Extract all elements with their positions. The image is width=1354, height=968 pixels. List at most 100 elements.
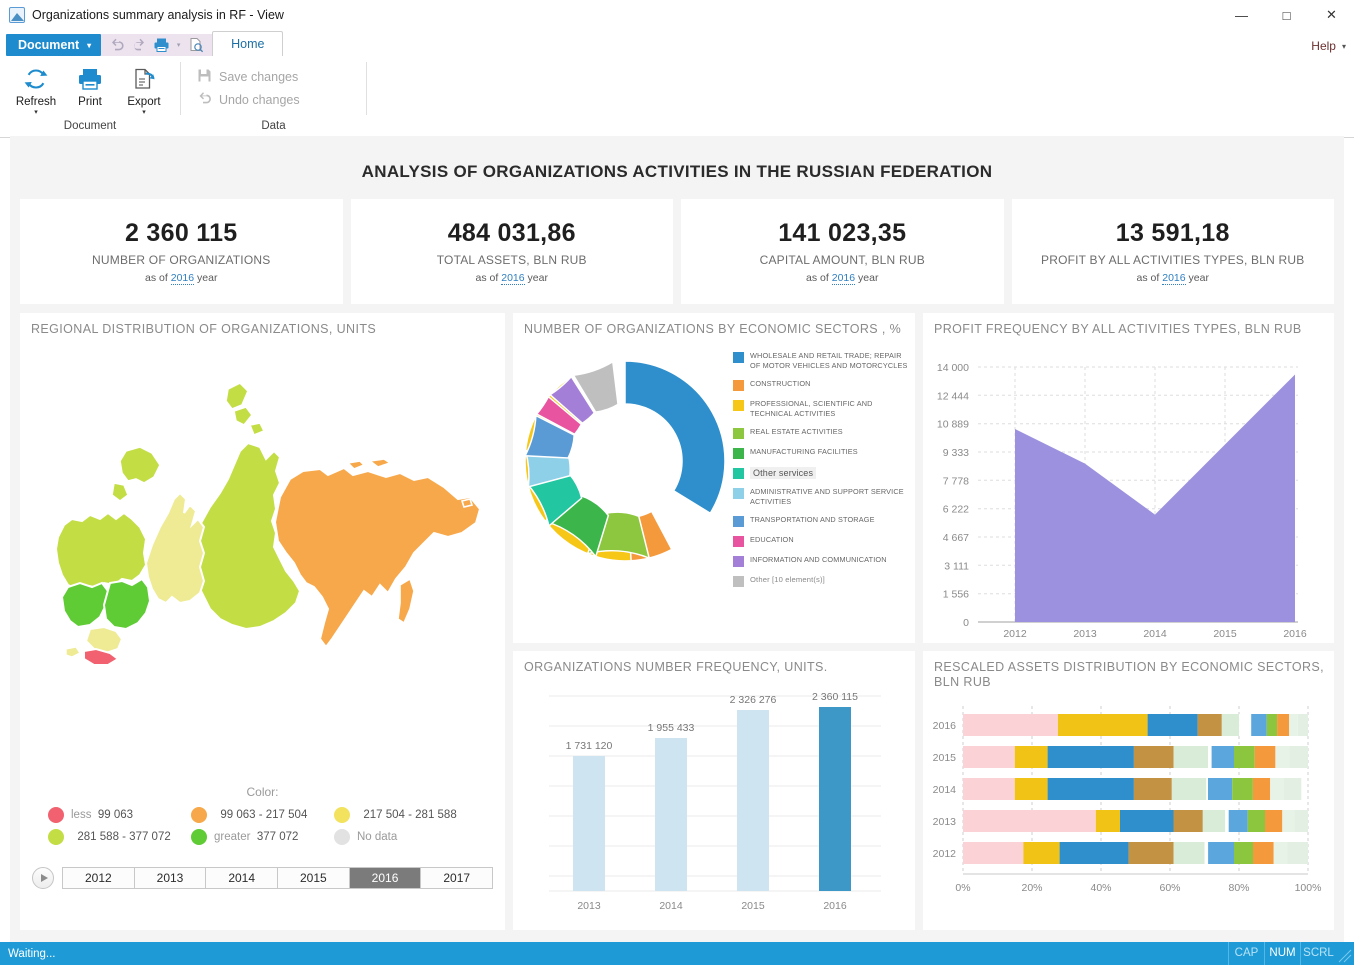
- y-tick-9333: 9 333: [943, 447, 969, 459]
- maximize-button[interactable]: □: [1264, 0, 1309, 30]
- donut-legend-item-other-services[interactable]: Other services: [733, 467, 911, 479]
- page-title: ANALYSIS OF ORGANIZATIONS ACTIVITIES IN …: [10, 136, 1344, 182]
- asof-year[interactable]: 2016: [832, 272, 855, 285]
- bar-2013[interactable]: [573, 756, 605, 891]
- ribbon: Refresh ▾ Print: [0, 56, 1354, 138]
- play-icon[interactable]: [32, 867, 54, 889]
- legend-entry[interactable]: 217 504 - 281 588: [334, 807, 477, 823]
- stacked-row-2014[interactable]: [963, 778, 1301, 800]
- legend-entry[interactable]: 281 588 - 377 072: [48, 829, 191, 845]
- export-button[interactable]: Export ▾: [118, 62, 170, 117]
- legend-color-dot: [191, 807, 207, 823]
- stacked-row-2016[interactable]: [963, 714, 1308, 736]
- panel-rescaled-assets: RESCALED ASSETS DISTRIBUTION BY ECONOMIC…: [923, 651, 1334, 930]
- russia-choropleth-map[interactable]: [28, 347, 498, 677]
- stacked-row-2015[interactable]: [963, 746, 1308, 768]
- donut-legend-item-other[interactable]: Other [10 element(s)]: [733, 575, 911, 587]
- panel-title: NUMBER OF ORGANIZATIONS BY ECONOMIC SECT…: [513, 313, 915, 337]
- y-tick-2013: 2013: [933, 816, 957, 828]
- x-tick-40: 40%: [1090, 882, 1111, 894]
- bar-2015[interactable]: [737, 710, 769, 891]
- save-changes-button[interactable]: Save changes: [191, 66, 304, 87]
- legend-color-swatch: [733, 556, 744, 567]
- x-tick-60: 60%: [1159, 882, 1180, 894]
- legend-entry[interactable]: less 99 063: [48, 807, 191, 823]
- donut-legend-item-professional[interactable]: PROFESSIONAL, SCIENTIFIC AND TECHNICAL A…: [733, 399, 911, 419]
- donut-legend-item-real-estate[interactable]: REAL ESTATE ACTIVITIES: [733, 427, 911, 439]
- chevron-down-icon[interactable]: ▾: [34, 110, 38, 115]
- year-cell-2012[interactable]: 2012: [63, 868, 135, 888]
- kpi-row: 2 360 115 NUMBER OF ORGANIZATIONS as of …: [10, 182, 1344, 304]
- refresh-button[interactable]: Refresh ▾: [10, 62, 62, 117]
- bar-2016[interactable]: [819, 707, 851, 891]
- asof-year[interactable]: 2016: [501, 272, 524, 285]
- chevron-down-icon[interactable]: ▾: [142, 110, 146, 115]
- donut-legend-item-manufacturing[interactable]: MANUFACTURING FACILITIES: [733, 447, 911, 459]
- redo-icon[interactable]: [129, 35, 149, 55]
- legend-entry[interactable]: 99 063 - 217 504: [191, 807, 334, 823]
- year-cell-2013[interactable]: 2013: [135, 868, 207, 888]
- panel-org-count-bars: ORGANIZATIONS NUMBER FREQUENCY, UNITS.: [513, 651, 915, 930]
- legend-label: ADMINISTRATIVE AND SUPPORT SERVICE ACTIV…: [750, 487, 911, 507]
- quick-access-toolbar: ▾: [101, 34, 212, 56]
- bar-2014[interactable]: [655, 738, 687, 891]
- stacked-row-2013[interactable]: [963, 810, 1308, 832]
- legend-qualifier: less: [71, 809, 91, 821]
- map-region-far-east[interactable]: [275, 468, 480, 647]
- help-button[interactable]: Help ▾: [1311, 39, 1346, 53]
- map-region-volga[interactable]: [104, 579, 150, 629]
- resize-grip[interactable]: [1336, 942, 1354, 965]
- print-icon[interactable]: [151, 35, 171, 55]
- asof-prefix: as of: [476, 272, 502, 284]
- year-cell-2016[interactable]: 2016: [350, 868, 422, 888]
- legend-entry[interactable]: greater 377 072: [191, 829, 334, 845]
- status-indicator-cap: CAP: [1228, 942, 1264, 965]
- donut-legend-item-education[interactable]: EDUCATION: [733, 535, 911, 547]
- y-tick-4667: 4 667: [943, 532, 969, 544]
- print-dropdown-icon[interactable]: ▾: [173, 35, 184, 55]
- print-button[interactable]: Print: [64, 62, 116, 110]
- map-region-northwestern[interactable]: [56, 513, 146, 589]
- y-tick-6222: 6 222: [943, 504, 969, 516]
- area-chart-profit[interactable]: 0 1 556 3 111 4 667 6 222 7 778 9 333 10…: [923, 337, 1334, 637]
- chevron-down-icon: ▾: [87, 41, 91, 50]
- save-icon: [197, 68, 212, 86]
- legend-label: Other [10 element(s)]: [750, 575, 825, 585]
- panel-sectors-donut: NUMBER OF ORGANIZATIONS BY ECONOMIC SECT…: [513, 313, 915, 643]
- map-region-central[interactable]: [62, 583, 108, 627]
- kpi-asof: as of 2016 year: [476, 272, 548, 284]
- print-preview-icon[interactable]: [186, 35, 206, 55]
- bar-chart-org-count[interactable]: 1 731 120 1 955 433 2 326 276 2 360 115 …: [513, 675, 915, 927]
- asof-suffix: year: [1186, 272, 1209, 284]
- donut-slice-wholesale-retail[interactable]: [625, 361, 725, 513]
- donut-legend-item-transportation[interactable]: TRANSPORTATION AND STORAGE: [733, 515, 911, 527]
- undo-changes-button[interactable]: Undo changes: [191, 89, 306, 110]
- year-cell-2015[interactable]: 2015: [278, 868, 350, 888]
- panel-title: RESCALED ASSETS DISTRIBUTION BY ECONOMIC…: [923, 651, 1334, 690]
- panel-title: PROFIT FREQUENCY BY ALL ACTIVITIES TYPES…: [923, 313, 1334, 337]
- close-button[interactable]: ✕: [1309, 0, 1354, 30]
- x-tick-2013: 2013: [1073, 628, 1097, 637]
- legend-entry[interactable]: No data: [334, 829, 477, 845]
- tab-home[interactable]: Home: [212, 31, 283, 56]
- donut-legend-item-information[interactable]: INFORMATION AND COMMUNICATION: [733, 555, 911, 567]
- stacked-bar-chart-assets[interactable]: 2016 2015 2014 2013 2012 0% 20% 40% 60% …: [923, 690, 1334, 918]
- year-cell-2017[interactable]: 2017: [421, 868, 492, 888]
- donut-legend-item-administrative[interactable]: ADMINISTRATIVE AND SUPPORT SERVICE ACTIV…: [733, 487, 911, 507]
- undo-icon[interactable]: [107, 35, 127, 55]
- map-region-siberian-north: [226, 383, 264, 435]
- donut-legend-item-construction[interactable]: CONSTRUCTION: [733, 379, 911, 391]
- y-tick-3111: 3 111: [944, 560, 969, 572]
- minimize-button[interactable]: —: [1219, 0, 1264, 30]
- donut-legend: WHOLESALE AND RETAIL TRADE; REPAIR OF MO…: [731, 343, 915, 595]
- x-tick-20: 20%: [1021, 882, 1042, 894]
- legend-color-swatch: [733, 380, 744, 391]
- donut-legend-item-wholesale-retail[interactable]: WHOLESALE AND RETAIL TRADE; REPAIR OF MO…: [733, 351, 911, 371]
- donut-chart[interactable]: [519, 343, 731, 575]
- document-menu-button[interactable]: Document ▾: [6, 34, 101, 56]
- asof-year[interactable]: 2016: [171, 272, 194, 285]
- asof-year[interactable]: 2016: [1162, 272, 1185, 285]
- map-region-ural[interactable]: [146, 493, 204, 603]
- year-cell-2014[interactable]: 2014: [206, 868, 278, 888]
- stacked-row-2012[interactable]: [963, 842, 1308, 864]
